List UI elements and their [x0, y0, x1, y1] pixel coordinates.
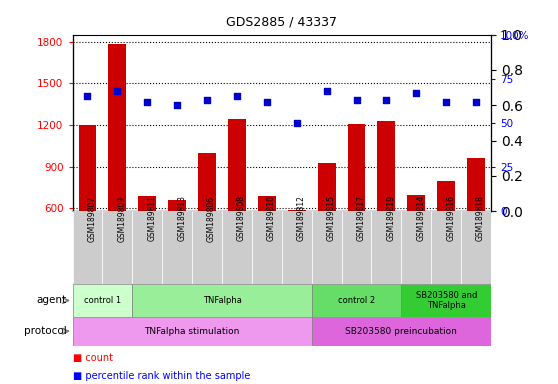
- Bar: [228, 119, 246, 292]
- Bar: [377, 121, 396, 292]
- Bar: [341, 211, 372, 284]
- Text: GSM189819: GSM189819: [386, 195, 396, 242]
- Text: GSM189815: GSM189815: [326, 195, 335, 242]
- Point: [412, 90, 421, 96]
- Bar: [222, 211, 252, 284]
- Text: GSM189807: GSM189807: [88, 195, 97, 242]
- Text: protocol: protocol: [24, 326, 67, 336]
- Point: [322, 88, 331, 94]
- Text: GSM189814: GSM189814: [416, 195, 425, 242]
- Text: ■ percentile rank within the sample: ■ percentile rank within the sample: [73, 371, 250, 381]
- Bar: [312, 211, 341, 284]
- Bar: [192, 211, 222, 284]
- Point: [262, 99, 271, 105]
- Text: GSM189818: GSM189818: [476, 195, 485, 242]
- Bar: [258, 196, 276, 292]
- Point: [352, 97, 361, 103]
- Text: control 1: control 1: [84, 296, 121, 305]
- Text: TNFalpha stimulation: TNFalpha stimulation: [145, 327, 240, 336]
- Text: GSM189813: GSM189813: [177, 195, 186, 242]
- Text: GSM189809: GSM189809: [117, 195, 126, 242]
- Point: [83, 93, 92, 99]
- Bar: [73, 284, 132, 317]
- Bar: [312, 284, 401, 317]
- Text: ■ count: ■ count: [73, 353, 113, 363]
- Bar: [461, 211, 491, 284]
- Text: SB203580 and
TNFalpha: SB203580 and TNFalpha: [416, 291, 477, 310]
- Point: [442, 99, 451, 105]
- Text: GSM189811: GSM189811: [147, 195, 156, 242]
- Bar: [467, 158, 485, 292]
- Bar: [288, 210, 306, 292]
- Bar: [252, 211, 282, 284]
- Text: GSM189808: GSM189808: [237, 195, 246, 242]
- Text: GSM189812: GSM189812: [297, 195, 306, 242]
- Bar: [132, 284, 312, 317]
- Bar: [138, 196, 156, 292]
- Bar: [431, 211, 461, 284]
- Point: [382, 97, 391, 103]
- Point: [292, 120, 301, 126]
- Text: control 2: control 2: [338, 296, 375, 305]
- Bar: [407, 195, 425, 292]
- Text: TNFalpha: TNFalpha: [203, 296, 242, 305]
- Point: [143, 99, 152, 105]
- Point: [173, 102, 182, 108]
- Bar: [162, 211, 192, 284]
- Point: [203, 97, 211, 103]
- Point: [113, 88, 122, 94]
- Point: [472, 99, 480, 105]
- Bar: [318, 162, 335, 292]
- Bar: [79, 125, 97, 292]
- Bar: [73, 211, 103, 284]
- Bar: [401, 211, 431, 284]
- Bar: [282, 211, 312, 284]
- Text: GDS2885 / 43337: GDS2885 / 43337: [227, 15, 337, 28]
- Point: [233, 93, 242, 99]
- Text: GSM189817: GSM189817: [357, 195, 365, 242]
- Bar: [103, 211, 132, 284]
- Text: GSM189806: GSM189806: [207, 195, 216, 242]
- Bar: [348, 124, 365, 292]
- Bar: [401, 284, 491, 317]
- Text: SB203580 preincubation: SB203580 preincubation: [345, 327, 458, 336]
- Bar: [312, 317, 491, 346]
- Bar: [168, 200, 186, 292]
- Bar: [108, 44, 126, 292]
- Bar: [372, 211, 401, 284]
- Text: agent: agent: [37, 295, 67, 306]
- Text: GSM189810: GSM189810: [267, 195, 276, 242]
- Bar: [198, 153, 216, 292]
- Text: GSM189816: GSM189816: [446, 195, 455, 242]
- Bar: [437, 180, 455, 292]
- Bar: [73, 317, 312, 346]
- Bar: [132, 211, 162, 284]
